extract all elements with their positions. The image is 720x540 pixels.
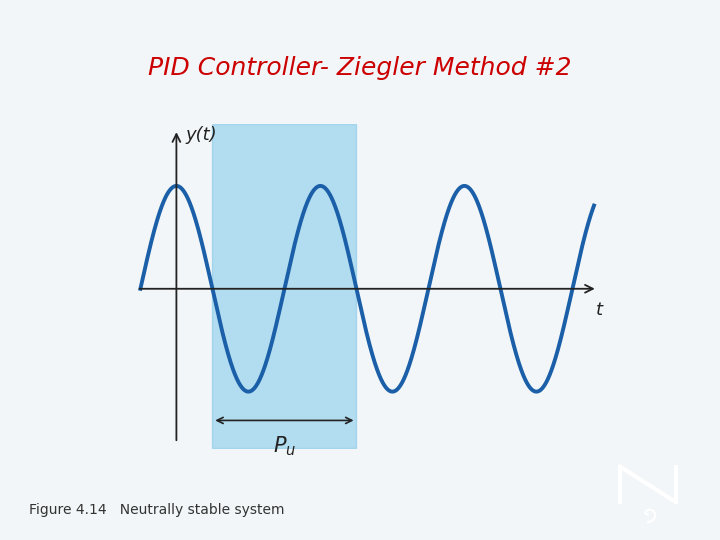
Text: $P_u$: $P_u$ bbox=[273, 435, 296, 458]
Text: t: t bbox=[596, 301, 603, 319]
Polygon shape bbox=[0, 0, 720, 119]
Polygon shape bbox=[396, 0, 720, 38]
Text: Figure 4.14   Neutrally stable system: Figure 4.14 Neutrally stable system bbox=[29, 503, 284, 517]
Text: y(t): y(t) bbox=[185, 126, 217, 144]
Polygon shape bbox=[346, 0, 720, 54]
Polygon shape bbox=[274, 0, 720, 65]
Text: PID Controller- Ziegler Method #2: PID Controller- Ziegler Method #2 bbox=[148, 56, 572, 79]
